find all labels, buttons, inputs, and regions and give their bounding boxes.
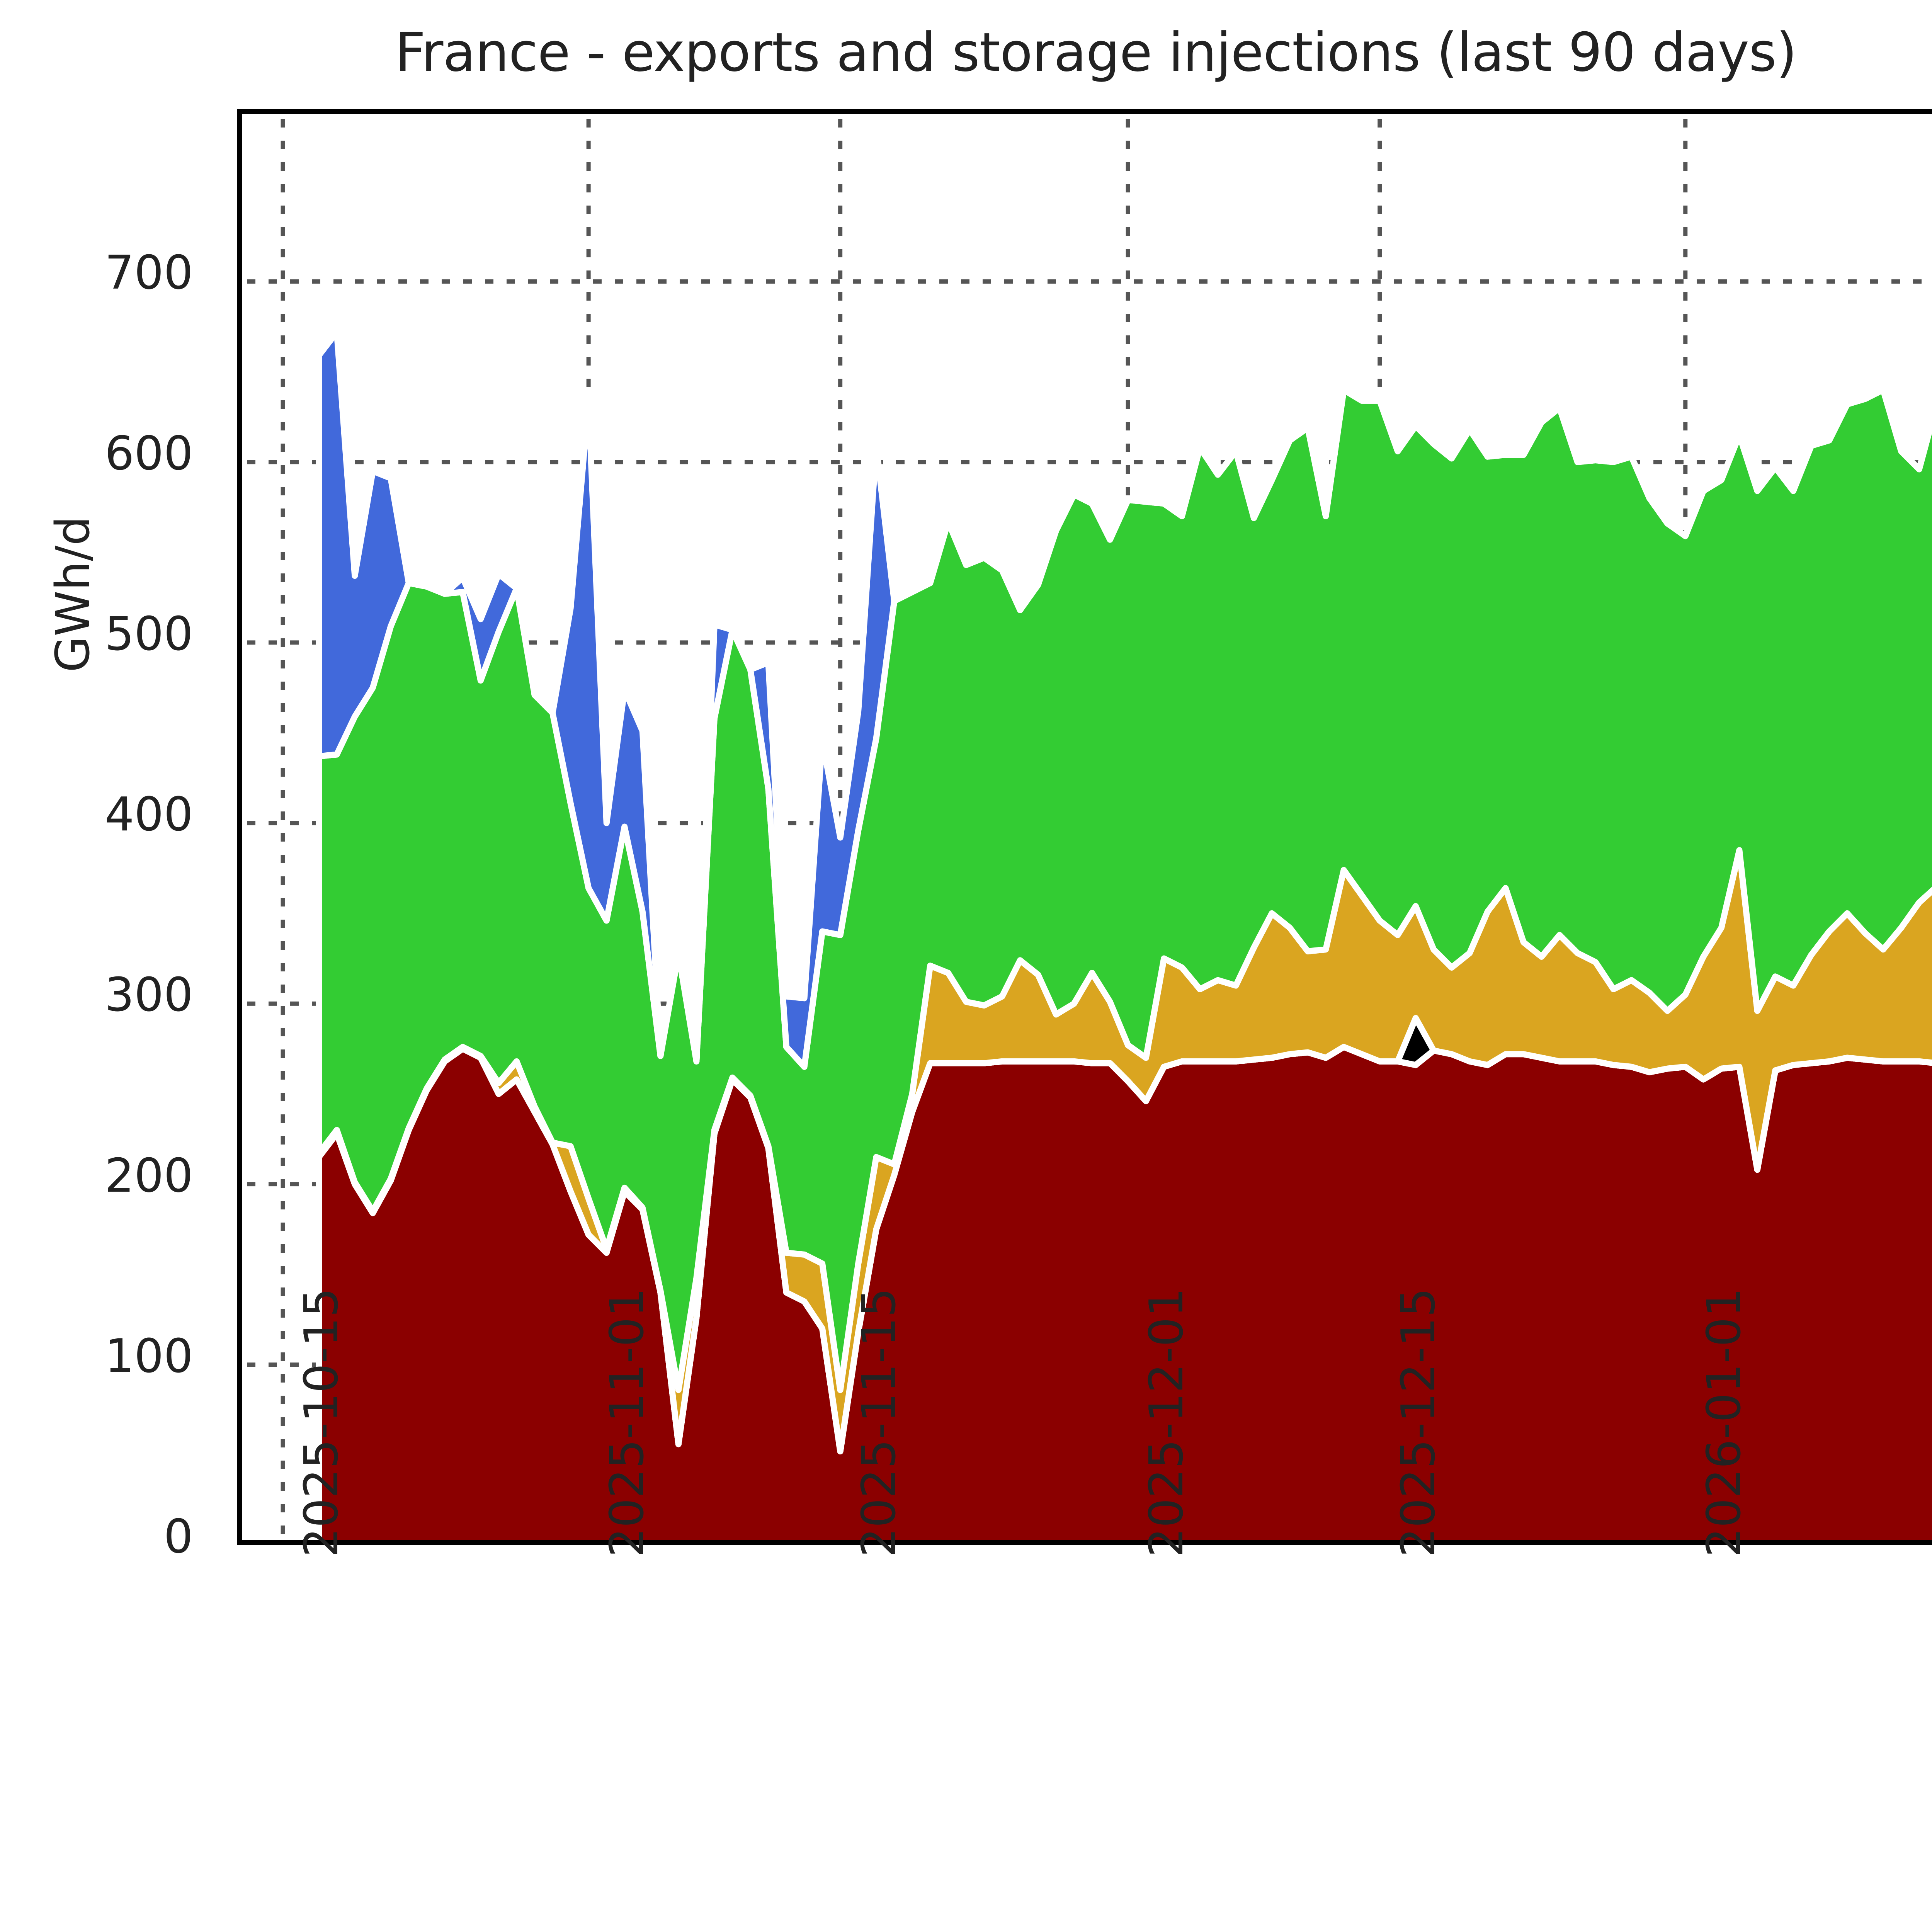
x-tick-label: 2025-10-15 <box>295 1287 349 1557</box>
y-tick-label: 600 <box>104 427 193 481</box>
x-tick-label: 2025-12-15 <box>1391 1287 1446 1557</box>
x-tick-label: 2025-11-01 <box>600 1287 655 1557</box>
y-tick-label: 700 <box>104 246 193 300</box>
y-tick-label: 300 <box>104 968 193 1022</box>
x-axis-ticks: 2025-10-15 2025-11-01 2025-11-15 2025-12-01… <box>0 1288 1932 1905</box>
y-tick-label: 200 <box>104 1149 193 1203</box>
y-tick-label: 100 <box>104 1329 193 1383</box>
x-tick-label: 2025-12-01 <box>1140 1287 1194 1557</box>
y-tick-label: 0 <box>163 1510 193 1564</box>
area-storage-injections <box>316 329 1932 1070</box>
x-tick-label: 2025-11-15 <box>852 1287 906 1557</box>
x-tick-label: 2026-01-01 <box>1697 1287 1751 1557</box>
area-layers <box>316 329 1932 1540</box>
y-tick-label: 500 <box>104 607 193 661</box>
plot-frame <box>237 109 1932 1545</box>
stacked-area-chart <box>247 119 1932 1540</box>
y-axis-ticks: 0 100 200 300 400 500 600 700 <box>0 0 216 1584</box>
plot-inner <box>242 114 1932 1540</box>
page-title: France - exports and storage injections … <box>395 21 1797 83</box>
y-tick-label: 400 <box>104 788 193 842</box>
